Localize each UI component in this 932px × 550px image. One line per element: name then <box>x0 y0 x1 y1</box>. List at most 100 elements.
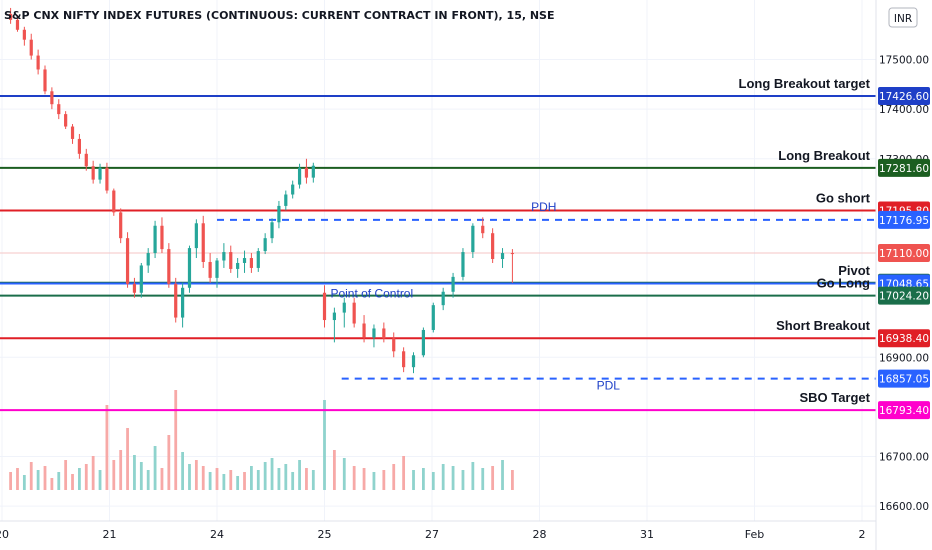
volume-bar <box>22 475 26 490</box>
level-badge-bg <box>878 158 930 177</box>
volume-bar <box>201 466 205 490</box>
level-badge-bg <box>878 401 930 420</box>
time-axis[interactable]: 20 21 24 25 27 28 31 Feb 2 <box>0 520 876 541</box>
candle-body <box>322 292 327 321</box>
candle-body <box>222 252 226 261</box>
level-badge-bg <box>878 210 930 229</box>
volume-bar <box>98 470 102 490</box>
volume-bar <box>181 452 184 490</box>
level-badge-text: 17024.20 <box>879 291 929 303</box>
price-tick-label: 16900.00 <box>879 352 929 364</box>
level-badge-bg <box>878 369 930 388</box>
level-badge-text: 17281.60 <box>879 163 929 175</box>
volume-bar <box>167 435 171 490</box>
candle-body <box>105 167 109 191</box>
candle-body <box>132 283 137 293</box>
time-tick-label: Feb <box>745 528 764 541</box>
volume-bar <box>392 464 396 490</box>
candle-body <box>187 248 192 288</box>
volume-bar <box>256 470 260 490</box>
price-badges: 17426.6017281.6017195.8017176.9517050.05… <box>878 86 930 420</box>
candle-body <box>256 251 260 268</box>
level-label: SBO Target <box>799 390 870 405</box>
volume-bar <box>250 466 253 490</box>
volume-bar <box>305 468 308 490</box>
volume-bar <box>236 476 240 490</box>
volume-bar <box>215 468 219 490</box>
candle-body <box>510 253 515 255</box>
volume-bar <box>323 400 326 490</box>
candle-body <box>160 225 164 250</box>
candle-body <box>304 167 309 178</box>
candle-body <box>50 91 54 105</box>
candle-body <box>64 114 68 127</box>
candle-body <box>461 252 465 277</box>
volume-bar <box>461 470 465 490</box>
candle-body <box>153 225 157 254</box>
candle-body <box>181 287 185 318</box>
level-badge-text: 16938.40 <box>879 333 929 345</box>
volume-bar <box>243 472 246 490</box>
volume-bar <box>511 470 514 490</box>
time-tick-label: 20 <box>0 528 9 541</box>
annotation-label: PDH <box>531 200 556 214</box>
volume-bar <box>332 450 336 490</box>
volume-bar <box>372 472 376 490</box>
volume-bar <box>174 390 178 490</box>
volume-bars <box>9 390 514 490</box>
volume-bar <box>229 470 233 490</box>
volume-bar <box>402 456 406 490</box>
volume-bar <box>277 468 281 490</box>
annotation-label: PDL <box>597 379 621 393</box>
chart-title: S&P CNX NIFTY INDEX FUTURES (CONTINUOUS:… <box>4 9 555 22</box>
price-tick-label: 16600.00 <box>879 501 929 513</box>
volume-bar <box>64 460 68 490</box>
candle-body <box>15 19 20 30</box>
candle-body <box>91 166 95 180</box>
candle-body <box>146 253 150 266</box>
level-labels: Long Breakout target Long Breakout Go shor… <box>739 76 871 405</box>
level-badge-bg <box>878 286 930 305</box>
candle-body <box>421 329 425 356</box>
price-tick-label: 17400.00 <box>879 104 929 116</box>
candle-body <box>43 69 47 92</box>
volume-bar <box>270 458 274 490</box>
candle-body <box>311 165 315 178</box>
volume-bar <box>431 472 435 490</box>
volume-bar <box>342 458 346 490</box>
annotations: PDH Point of Control PDL <box>330 200 620 393</box>
candle-body <box>297 167 302 185</box>
candle-body <box>372 328 376 338</box>
level-lines <box>0 94 876 412</box>
candle-body <box>270 222 274 239</box>
volume-bar <box>9 472 12 490</box>
candle-body <box>174 283 178 318</box>
candle-body <box>249 258 253 268</box>
level-label: Long Breakout <box>778 148 870 163</box>
volume-bar <box>291 472 295 490</box>
candle-body <box>362 323 366 338</box>
candle-body <box>431 305 435 330</box>
candle-body <box>411 355 416 368</box>
time-tick-label: 27 <box>425 528 439 541</box>
volume-bar <box>105 405 109 490</box>
volume-bar <box>50 478 54 490</box>
candle-body <box>70 126 75 139</box>
level-badge-text: 16793.40 <box>879 405 929 417</box>
candle-body <box>392 338 396 352</box>
candle-body <box>29 39 33 56</box>
candle-body <box>139 265 143 293</box>
volume-bar <box>36 470 40 490</box>
candle-body <box>352 302 356 324</box>
candle-body <box>9 13 13 20</box>
volume-bar <box>422 468 425 490</box>
candle-body <box>125 238 130 284</box>
volume-bar <box>362 468 366 490</box>
candle-body <box>36 55 40 70</box>
candle-body <box>98 167 102 180</box>
candle-body <box>22 29 26 40</box>
currency-button[interactable]: INR <box>888 7 918 28</box>
volume-bar <box>126 428 129 490</box>
volume-bar <box>284 464 288 490</box>
